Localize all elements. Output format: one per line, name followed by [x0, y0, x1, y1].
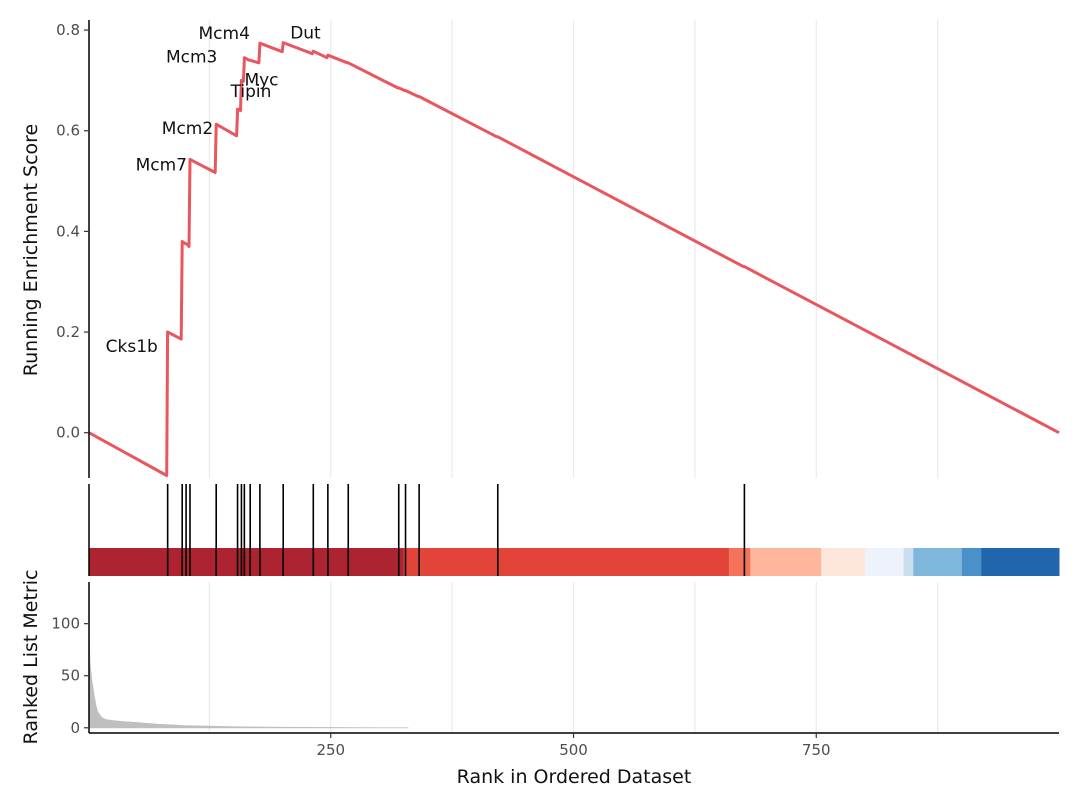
y-tick-label: 0.2: [56, 323, 80, 341]
gene-hit-marks: [166, 484, 746, 576]
ranked-metric-area: [88, 628, 409, 729]
running-score-polyline: [88, 41, 1060, 477]
x-tick-label: 500: [559, 741, 588, 759]
running-score-line: [88, 41, 1060, 477]
band-segment: [961, 548, 982, 576]
y-tick-label: 0.0: [56, 424, 80, 442]
gene-label-mcm4: Mcm4: [199, 24, 250, 44]
x-tick-label: 250: [316, 741, 345, 759]
gene-label-mcm2: Mcm2: [162, 119, 213, 139]
gene-label-myc: Myc: [244, 70, 278, 90]
gene-label-tipin: Tipin: [230, 82, 272, 102]
grid-layer: [208, 20, 939, 733]
band-segment: [821, 548, 866, 576]
metric-tick-label: 100: [51, 615, 80, 633]
metric-tick-label: 0: [70, 719, 80, 737]
heatmap-band: [89, 548, 1060, 576]
gene-label-cks1b: Cks1b: [106, 337, 158, 357]
axes: 0.0 0.2 0.4 0.6 0.8 0 50 100 250 500 750: [51, 20, 1059, 759]
band-segment: [403, 548, 730, 576]
y-tick-label: 0.4: [56, 222, 80, 240]
ranked-metric-y-title: Ranked List Metric: [20, 570, 42, 745]
band-segment: [864, 548, 905, 576]
band-segment: [981, 548, 1060, 576]
y-tick-label: 0.6: [56, 122, 80, 140]
gene-label-mcm7: Mcm7: [136, 155, 187, 175]
metric-tick-label: 50: [61, 667, 80, 685]
band-segment: [728, 548, 751, 576]
gene-label-dut: Dut: [290, 24, 321, 44]
band-segment: [750, 548, 822, 576]
running-score-y-title: Running Enrichment Score: [20, 124, 42, 376]
band-segment: [89, 548, 405, 576]
y-tick-label: 0.8: [56, 21, 80, 39]
ranked-metric-fill: [88, 628, 409, 729]
x-tick-label: 750: [802, 741, 831, 759]
x-axis-title: Rank in Ordered Dataset: [457, 766, 692, 788]
gene-label-mcm3: Mcm3: [166, 48, 217, 68]
band-segment: [903, 548, 914, 576]
band-segment: [913, 548, 963, 576]
